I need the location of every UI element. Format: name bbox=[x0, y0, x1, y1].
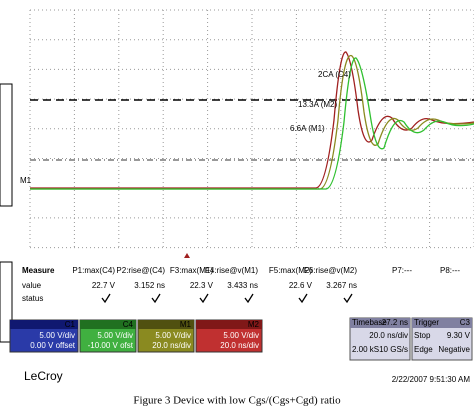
trigger-title: Trigger bbox=[414, 318, 439, 327]
channel-line: 0.00 V offset bbox=[30, 341, 76, 350]
trigger-header bbox=[412, 318, 472, 328]
channel-line: 20.0 ns/div bbox=[220, 341, 259, 350]
trigger-channel: C3 bbox=[460, 318, 471, 327]
channel-line: -10.00 V ofst bbox=[88, 341, 134, 350]
channel-line: 20.0 ns/div bbox=[152, 341, 191, 350]
channel-line: 5.00 V/div bbox=[155, 331, 191, 340]
trigger-marker bbox=[184, 253, 190, 258]
left-frame-bottom bbox=[0, 261, 13, 343]
left-frame bbox=[0, 83, 13, 207]
annotation: 2CA (C4) bbox=[318, 70, 351, 79]
param-name: P1:max(C4) bbox=[72, 266, 115, 275]
channel-label: M2 bbox=[248, 320, 260, 329]
status-check bbox=[343, 293, 353, 304]
channel-header bbox=[138, 320, 194, 329]
trigger-line: Negative bbox=[438, 345, 470, 354]
channel-line: 5.00 V/div bbox=[223, 331, 259, 340]
timebase-title: Timebase bbox=[352, 318, 387, 327]
caption: Figure 3 Device with low Cgs/(Cgs+Cgd) r… bbox=[133, 395, 341, 407]
brand: LeCroy bbox=[24, 369, 63, 383]
annotation: 13.3A (M2) bbox=[298, 100, 337, 109]
status-check bbox=[199, 293, 209, 304]
timestamp: 2/22/2007 9:51:30 AM bbox=[392, 375, 471, 384]
param-value: 22.6 V bbox=[289, 281, 313, 290]
status-check bbox=[244, 293, 254, 304]
timebase-offset: -27.2 ns bbox=[379, 318, 408, 327]
timebase-line: 2.00 kS bbox=[352, 345, 379, 354]
status-check bbox=[101, 293, 111, 304]
row-label: Measure bbox=[22, 266, 55, 275]
row-label: status bbox=[22, 294, 43, 303]
trigger-line: Edge bbox=[414, 345, 433, 354]
channel-header bbox=[196, 320, 262, 329]
row-label: value bbox=[22, 281, 42, 290]
param-name: P2:rise@(C4) bbox=[116, 266, 165, 275]
status-check bbox=[151, 293, 161, 304]
param-value: 3.267 ns bbox=[326, 281, 357, 290]
channel-label: C1 bbox=[65, 320, 76, 329]
trigger-line: 9.30 V bbox=[447, 331, 471, 340]
param-value: 3.433 ns bbox=[227, 281, 258, 290]
channel-label: C4 bbox=[123, 320, 134, 329]
channel-label: M1 bbox=[180, 320, 192, 329]
param-value: 22.3 V bbox=[190, 281, 214, 290]
param-name: P7:--- bbox=[392, 266, 412, 275]
channel-header bbox=[80, 320, 136, 329]
timebase-line: 10 GS/s bbox=[379, 345, 408, 354]
channel-line: 5.00 V/div bbox=[39, 331, 75, 340]
param-name: P8:--- bbox=[440, 266, 460, 275]
trace-label: M1 bbox=[20, 176, 32, 185]
param-name: F5:max(M2) bbox=[269, 266, 312, 275]
timebase-line: 20.0 ns/div bbox=[369, 331, 408, 340]
param-name: F6:rise@v(M2) bbox=[304, 266, 357, 275]
status-check bbox=[298, 293, 308, 304]
timebase-header bbox=[350, 318, 410, 328]
waveform-c4 bbox=[30, 57, 474, 190]
channel-header bbox=[10, 320, 78, 329]
channel-line: 5.00 V/div bbox=[97, 331, 133, 340]
param-value: 22.7 V bbox=[92, 281, 116, 290]
param-name: F3:max(M1) bbox=[170, 266, 213, 275]
measure-params: P1:max(C4) 22.7 VP2:rise@(C4) 3.152 ns F3:m… bbox=[72, 266, 460, 304]
param-value: 3.152 ns bbox=[134, 281, 165, 290]
annotation: 6.6A (M1) bbox=[290, 124, 325, 133]
trigger-line: Stop bbox=[414, 331, 431, 340]
param-name: F4:rise@v(M1) bbox=[205, 266, 258, 275]
